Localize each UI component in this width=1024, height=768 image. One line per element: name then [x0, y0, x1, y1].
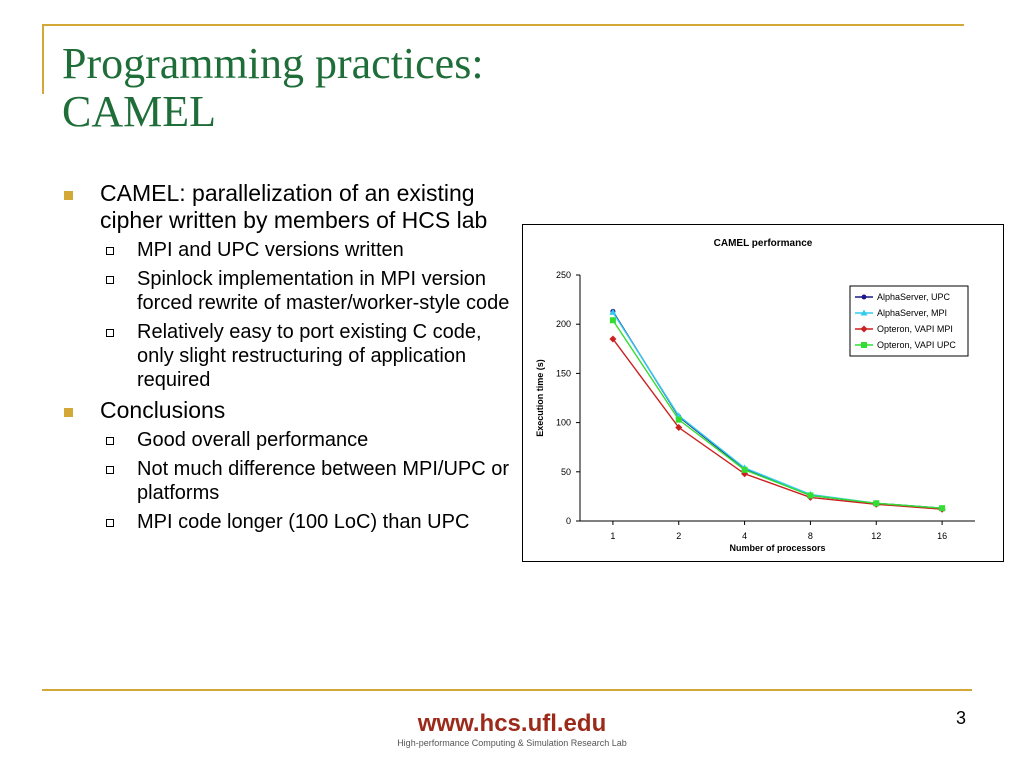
sub-bullet-text: MPI code longer (100 LoC) than UPC — [137, 511, 470, 533]
chart-title: CAMEL performance — [714, 238, 813, 249]
bullet-camel: CAMEL: parallelization of an existing ci… — [62, 180, 512, 234]
legend-entry: AlphaServer, UPC — [877, 292, 951, 302]
data-point — [609, 308, 617, 315]
legend-entry: Opteron, VAPI MPI — [877, 324, 953, 334]
x-tick-label: 16 — [937, 531, 947, 541]
hollow-square-bullet-icon — [106, 437, 114, 445]
hollow-square-bullet-icon — [106, 519, 114, 527]
y-tick-label: 0 — [566, 516, 571, 526]
y-axis-label: Execution time (s) — [535, 359, 545, 437]
y-tick-label: 50 — [561, 467, 571, 477]
left-frame-line — [42, 24, 44, 94]
sub-bullet-text: Not much difference between MPI/UPC or p… — [137, 458, 510, 504]
square-bullet-icon — [64, 191, 73, 200]
hollow-square-bullet-icon — [106, 276, 114, 284]
sub-bullet: Not much difference between MPI/UPC or p… — [62, 457, 512, 505]
data-point — [609, 335, 617, 343]
sub-bullet: Spinlock implementation in MPI version f… — [62, 267, 512, 315]
footer-subtitle: High-performance Computing & Simulation … — [397, 738, 627, 748]
legend-entry: Opteron, VAPI UPC — [877, 340, 956, 350]
legend-marker — [861, 294, 867, 300]
page-number: 3 — [955, 708, 966, 728]
sub-bullet: Relatively easy to port existing C code,… — [62, 320, 512, 392]
y-tick-label: 150 — [556, 368, 571, 378]
hollow-square-bullet-icon — [106, 466, 114, 474]
x-tick-label: 1 — [610, 531, 615, 541]
series-line-2 — [612, 338, 943, 510]
bullet-text: Conclusions — [100, 397, 226, 423]
title-line-2: CAMEL — [62, 87, 216, 136]
bullet-conclusions: Conclusions — [62, 397, 512, 424]
top-frame-line — [42, 24, 964, 26]
y-tick-label: 200 — [556, 319, 571, 329]
footer-line — [42, 689, 972, 691]
legend-marker — [860, 325, 868, 333]
x-tick-label: 12 — [871, 531, 881, 541]
legend-marker — [861, 342, 867, 348]
footer-url: www.hcs.ufl.edu — [417, 710, 607, 737]
sub-bullet: MPI code longer (100 LoC) than UPC — [62, 510, 512, 534]
data-point — [807, 492, 814, 499]
series-line-3 — [612, 319, 943, 509]
title-line-1: Programming practices: — [62, 39, 484, 88]
sub-list-conclusions: Good overall performance Not much differ… — [62, 428, 512, 534]
slide-title: Programming practices: CAMEL — [62, 40, 762, 136]
sub-bullet-text: Relatively easy to port existing C code,… — [137, 321, 482, 391]
data-point — [741, 466, 748, 473]
data-point — [609, 317, 616, 324]
hollow-square-bullet-icon — [106, 247, 114, 255]
x-tick-label: 8 — [808, 531, 813, 541]
x-tick-label: 4 — [742, 531, 747, 541]
sub-bullet: MPI and UPC versions written — [62, 238, 512, 262]
x-axis-label: Number of processors — [729, 543, 825, 553]
legend-entry: AlphaServer, MPI — [877, 308, 947, 318]
sub-bullet-text: MPI and UPC versions written — [137, 239, 404, 261]
hollow-square-bullet-icon — [106, 329, 114, 337]
square-bullet-icon — [64, 408, 73, 417]
data-point — [675, 424, 683, 432]
sub-list-camel: MPI and UPC versions written Spinlock im… — [62, 238, 512, 392]
sub-bullet: Good overall performance — [62, 428, 512, 452]
bullet-list: CAMEL: parallelization of an existing ci… — [62, 180, 512, 539]
sub-bullet-text: Good overall performance — [137, 429, 369, 451]
camel-performance-chart: CAMEL performance 0 50 100 150 200 250 1 2 4 8 12 16… — [522, 224, 1004, 562]
data-point — [939, 505, 946, 512]
legend-marker — [860, 309, 868, 316]
sub-bullet-text: Spinlock implementation in MPI version f… — [137, 268, 510, 314]
y-tick-label: 250 — [556, 270, 571, 280]
bullet-text: CAMEL: parallelization of an existing ci… — [100, 180, 488, 233]
x-tick-label: 2 — [676, 531, 681, 541]
y-tick-label: 100 — [556, 418, 571, 428]
data-point — [675, 416, 682, 423]
data-point — [873, 500, 880, 507]
